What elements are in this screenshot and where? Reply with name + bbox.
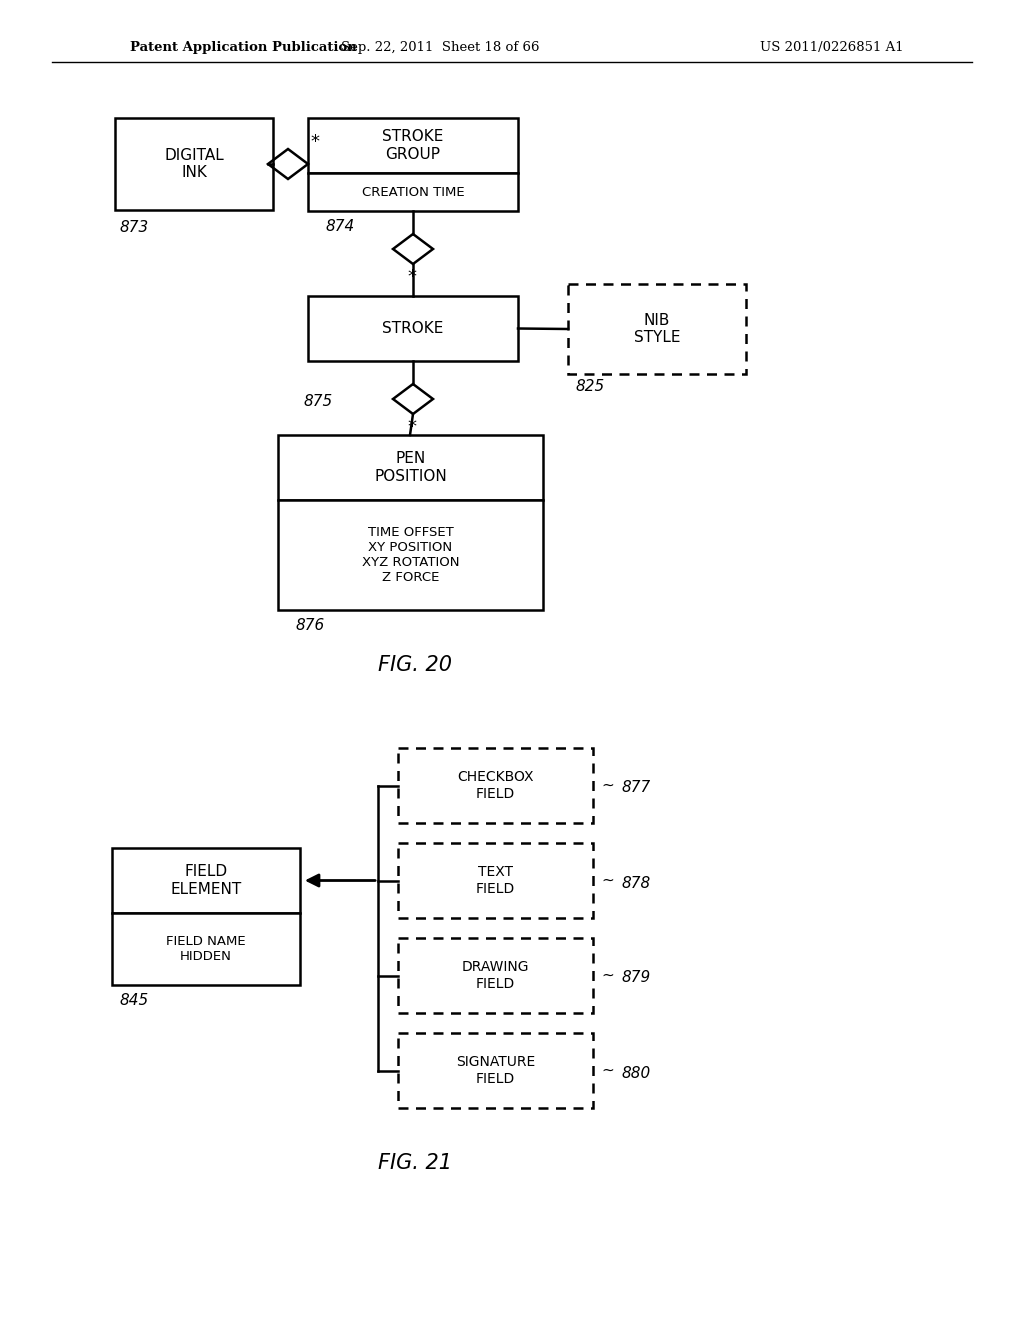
- Text: 874: 874: [326, 219, 355, 234]
- Text: 880: 880: [621, 1065, 650, 1081]
- Text: DRAWING
FIELD: DRAWING FIELD: [462, 961, 529, 990]
- Bar: [308, 173, 518, 211]
- Text: 845: 845: [120, 993, 150, 1008]
- Text: *: *: [407, 418, 416, 436]
- Text: FIG. 20: FIG. 20: [378, 655, 452, 675]
- Text: 825: 825: [575, 379, 605, 393]
- Text: 873: 873: [120, 220, 150, 235]
- Text: Patent Application Publication: Patent Application Publication: [130, 41, 356, 54]
- Text: STROKE: STROKE: [382, 321, 443, 337]
- Text: 875: 875: [303, 393, 332, 409]
- Text: SIGNATURE
FIELD: SIGNATURE FIELD: [456, 1056, 536, 1085]
- Bar: [398, 1034, 593, 1107]
- Text: FIELD NAME
HIDDEN: FIELD NAME HIDDEN: [166, 935, 246, 964]
- Text: ∼: ∼: [601, 968, 613, 983]
- Text: STROKE
GROUP: STROKE GROUP: [382, 129, 443, 162]
- Text: NIB
STYLE: NIB STYLE: [634, 313, 680, 346]
- Bar: [398, 939, 593, 1012]
- Bar: [308, 117, 518, 173]
- Bar: [278, 500, 543, 610]
- Text: ∼: ∼: [601, 1063, 613, 1078]
- Bar: [112, 913, 300, 985]
- Text: ∼: ∼: [601, 777, 613, 793]
- Bar: [278, 436, 543, 500]
- Text: 879: 879: [621, 970, 650, 986]
- Bar: [398, 748, 593, 822]
- Text: CHECKBOX
FIELD: CHECKBOX FIELD: [458, 771, 534, 801]
- Text: FIG. 21: FIG. 21: [378, 1152, 452, 1173]
- Text: 878: 878: [621, 875, 650, 891]
- Text: *: *: [407, 268, 416, 286]
- Text: ∼: ∼: [601, 873, 613, 888]
- Text: CREATION TIME: CREATION TIME: [361, 186, 464, 198]
- Text: PEN
POSITION: PEN POSITION: [374, 451, 446, 483]
- Text: Sep. 22, 2011  Sheet 18 of 66: Sep. 22, 2011 Sheet 18 of 66: [341, 41, 540, 54]
- Text: DIGITAL
INK: DIGITAL INK: [164, 148, 224, 181]
- Bar: [112, 847, 300, 913]
- Bar: [115, 117, 273, 210]
- Text: FIELD
ELEMENT: FIELD ELEMENT: [170, 865, 242, 896]
- Bar: [398, 843, 593, 917]
- Text: *: *: [310, 133, 319, 150]
- Text: 876: 876: [296, 618, 326, 634]
- Text: 877: 877: [621, 780, 650, 796]
- Text: TEXT
FIELD: TEXT FIELD: [476, 866, 515, 895]
- Text: TIME OFFSET
XY POSITION
XYZ ROTATION
Z FORCE: TIME OFFSET XY POSITION XYZ ROTATION Z F…: [361, 525, 459, 583]
- Text: US 2011/0226851 A1: US 2011/0226851 A1: [760, 41, 903, 54]
- Bar: [568, 284, 746, 374]
- Bar: [308, 296, 518, 360]
